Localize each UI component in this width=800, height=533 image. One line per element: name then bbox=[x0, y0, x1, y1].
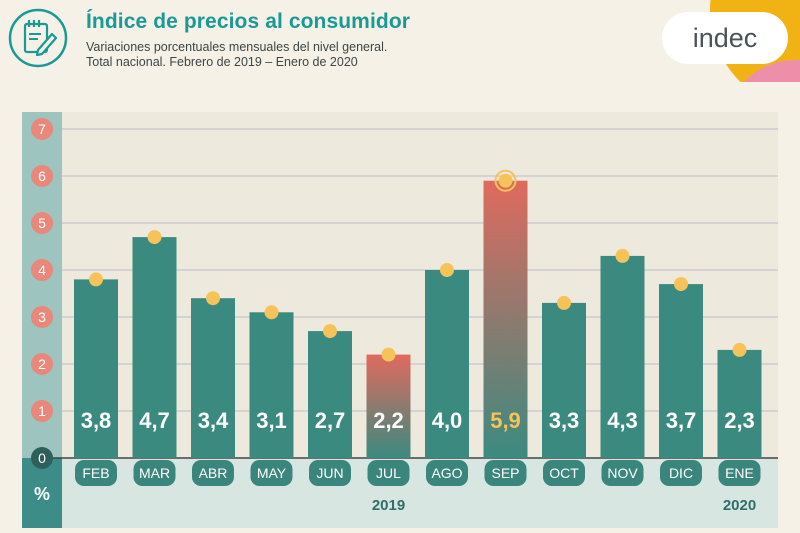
chart-title: Índice de precios al consumidor bbox=[86, 10, 411, 33]
y-tick-circle bbox=[31, 353, 53, 375]
category-label: OCT bbox=[549, 465, 579, 481]
chart-subtitle: Variaciones porcentuales mensuales del n… bbox=[86, 40, 387, 70]
y-tick-circle bbox=[31, 259, 53, 281]
value-label: 4,3 bbox=[607, 408, 638, 433]
value-marker bbox=[323, 324, 337, 339]
bar-ago bbox=[425, 270, 469, 458]
category-pill bbox=[601, 460, 644, 486]
year-label: 2020 bbox=[723, 497, 756, 514]
category-label: MAY bbox=[257, 465, 287, 481]
logo-badge bbox=[662, 12, 788, 64]
y-tick-circle bbox=[31, 165, 53, 187]
value-label: 3,3 bbox=[549, 408, 580, 433]
category-label: NOV bbox=[607, 465, 638, 481]
percent-unit-label: % bbox=[33, 484, 50, 504]
y-tick-label: 7 bbox=[38, 121, 46, 137]
value-marker bbox=[264, 305, 279, 320]
value-label: 3,8 bbox=[81, 408, 112, 433]
y-tick-circle bbox=[31, 447, 53, 469]
logo-pink-shape bbox=[744, 60, 800, 82]
value-marker bbox=[615, 248, 630, 263]
bar-dic bbox=[659, 284, 703, 458]
y-tick-label: 3 bbox=[38, 309, 46, 325]
category-pill bbox=[367, 460, 410, 486]
category-pill bbox=[133, 460, 176, 486]
value-label: 3,7 bbox=[666, 408, 697, 433]
category-pill bbox=[718, 460, 761, 486]
bar-abr bbox=[191, 298, 235, 458]
category-label: ENE bbox=[725, 465, 754, 481]
category-pill bbox=[426, 460, 468, 486]
subtitle-line-1: Variaciones porcentuales mensuales del n… bbox=[86, 40, 388, 54]
value-marker bbox=[557, 295, 571, 310]
y-tick-circle bbox=[31, 306, 53, 328]
bar-sep bbox=[483, 180, 528, 458]
value-label: 3,1 bbox=[256, 408, 287, 433]
bar-mar bbox=[132, 237, 177, 458]
value-marker bbox=[732, 342, 747, 357]
category-pill bbox=[543, 460, 585, 486]
y-tick-label: 1 bbox=[38, 403, 46, 419]
bar-oct bbox=[542, 302, 586, 458]
category-pill bbox=[309, 460, 351, 486]
logo-text: indec bbox=[693, 23, 758, 53]
y-tick-circle bbox=[31, 118, 53, 140]
value-label: 5,9 bbox=[490, 408, 521, 433]
value-label: 2,3 bbox=[724, 408, 755, 433]
indec-logo: indec bbox=[610, 0, 800, 82]
bar-nov bbox=[600, 255, 645, 458]
y-tick-circle bbox=[31, 400, 53, 422]
y-tick-label: 6 bbox=[38, 168, 46, 184]
category-label: FEB bbox=[82, 465, 109, 481]
y-tick-circle bbox=[31, 212, 53, 234]
value-label: 3,4 bbox=[198, 408, 229, 433]
value-label: 2,2 bbox=[373, 408, 404, 433]
notepad-pencil-icon bbox=[8, 8, 68, 68]
value-label: 4,7 bbox=[139, 408, 170, 433]
value-marker bbox=[381, 347, 396, 362]
value-marker bbox=[147, 230, 162, 245]
y-tick-label: 2 bbox=[38, 356, 46, 372]
bar-ene bbox=[717, 349, 762, 458]
category-label: AGO bbox=[431, 465, 462, 481]
bar-jun bbox=[308, 331, 352, 458]
subtitle-line-2: Total nacional. Febrero de 2019 – Enero … bbox=[86, 55, 358, 69]
category-pill bbox=[250, 460, 293, 486]
category-label: JUN bbox=[316, 465, 343, 481]
x-axis-band bbox=[62, 459, 778, 528]
category-label: JUL bbox=[376, 465, 401, 481]
category-pill bbox=[660, 460, 702, 486]
category-label: DIC bbox=[669, 465, 693, 481]
value-label: 2,7 bbox=[315, 408, 346, 433]
category-pill bbox=[75, 460, 117, 486]
category-pill bbox=[192, 460, 234, 486]
value-label: 4,0 bbox=[432, 408, 463, 433]
unit-panel bbox=[22, 458, 62, 528]
max-marker-ring bbox=[494, 169, 517, 192]
bar-feb bbox=[74, 279, 118, 458]
value-marker bbox=[674, 277, 688, 292]
category-label: MAR bbox=[139, 465, 170, 481]
y-tick-label: 5 bbox=[38, 215, 46, 231]
year-label: 2019 bbox=[372, 497, 405, 514]
value-marker bbox=[440, 263, 454, 277]
y-tick-label: 4 bbox=[38, 262, 46, 278]
bar-jul bbox=[366, 354, 411, 458]
category-label: ABR bbox=[199, 465, 228, 481]
value-marker bbox=[206, 291, 220, 306]
category-label: SEP bbox=[491, 465, 519, 481]
value-marker bbox=[498, 173, 513, 188]
value-marker bbox=[89, 272, 103, 287]
bar-may bbox=[249, 312, 294, 458]
category-pill bbox=[484, 460, 527, 486]
y-tick-label: 0 bbox=[38, 450, 46, 466]
